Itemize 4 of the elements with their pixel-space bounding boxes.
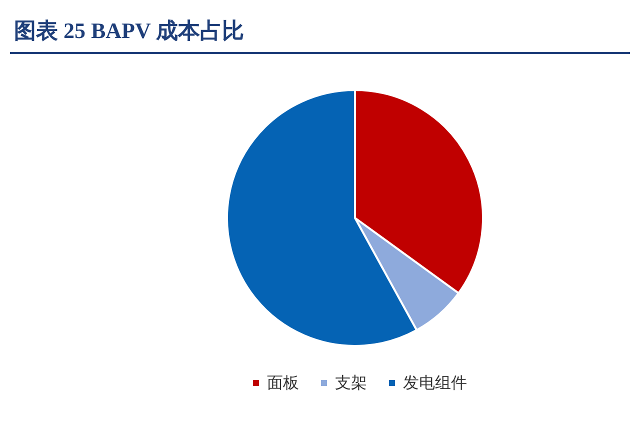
- legend-label: 面板: [267, 375, 299, 392]
- legend-label: 支架: [335, 374, 367, 392]
- legend-label: 发电组件: [403, 374, 467, 392]
- chart-title: 图表 25 BAPV 成本占比: [14, 18, 244, 43]
